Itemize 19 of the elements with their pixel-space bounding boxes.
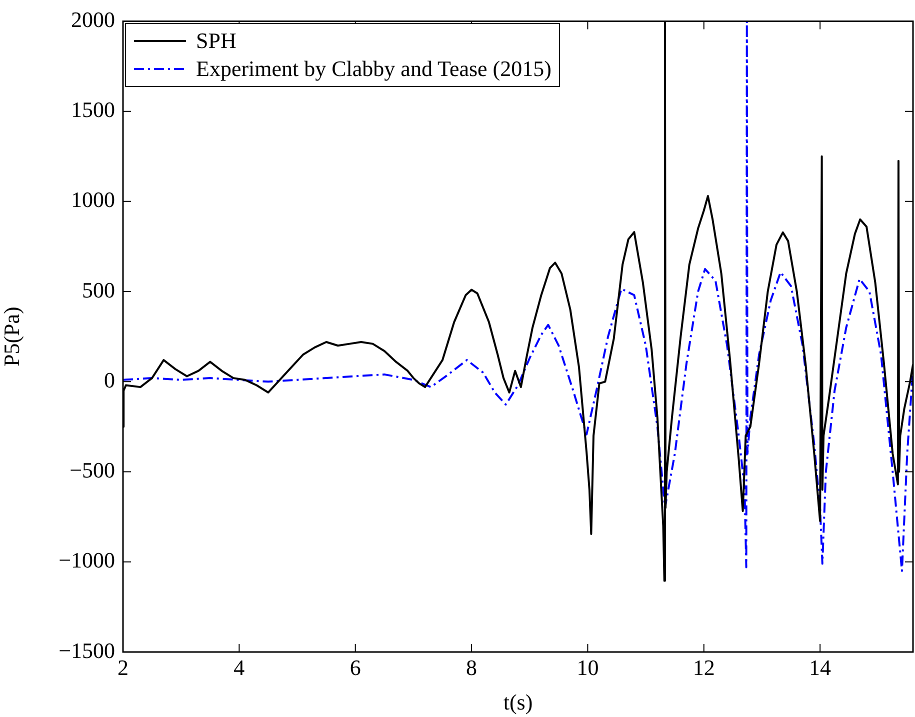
y-axis-title: P5(Pa) — [0, 306, 24, 367]
x-tick-label: 14 — [809, 654, 832, 680]
x-tick-label: 2 — [118, 654, 128, 680]
legend-label: SPH — [196, 27, 236, 56]
x-tick-label: 10 — [576, 654, 599, 680]
x-axis-title: t(s) — [503, 690, 533, 715]
y-tick-label: −500 — [70, 458, 115, 483]
legend-label: Experiment by Clabby and Tease (2015) — [196, 55, 552, 84]
y-tick-label: −1000 — [58, 548, 115, 573]
x-tick-label: 12 — [692, 654, 715, 680]
y-tick-label: 1500 — [71, 97, 115, 122]
x-tick-label: 4 — [234, 654, 245, 680]
x-tick-label: 8 — [466, 654, 478, 680]
x-tick-label: 6 — [350, 654, 361, 680]
y-tick-label: 1000 — [71, 187, 115, 212]
y-tick-label: 500 — [82, 277, 115, 302]
y-tick-label: −1500 — [58, 638, 115, 663]
y-tick-label: 0 — [104, 367, 115, 392]
y-tick-label: 2000 — [71, 6, 115, 32]
